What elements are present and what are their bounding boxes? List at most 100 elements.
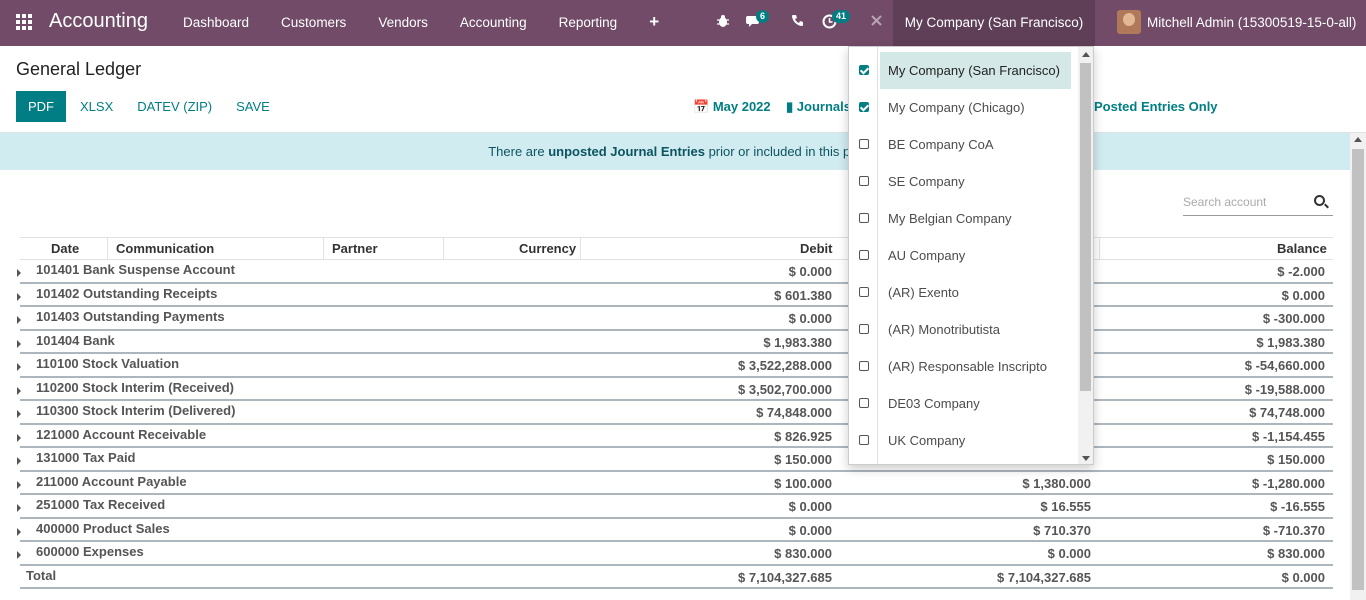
journals-filter[interactable]: ▮ Journals (786, 99, 851, 115)
account-name[interactable]: 251000 Tax Received (36, 497, 166, 512)
search-input[interactable] (1183, 195, 1303, 209)
scroll-thumb[interactable] (1080, 63, 1091, 391)
company-option-label[interactable]: My Company (San Francisco) (880, 52, 1071, 89)
checkbox-icon[interactable] (859, 435, 869, 445)
bug-icon[interactable] (716, 14, 730, 31)
checkbox-icon[interactable] (859, 176, 869, 186)
account-name[interactable]: 101403 Outstanding Payments (36, 309, 225, 324)
table-row[interactable]: 211000 Account Payable $ 100.000 $ 1,380.0… (17, 472, 1333, 495)
scroll-thumb[interactable] (1352, 149, 1364, 590)
company-option-label[interactable]: DE03 Company (888, 396, 980, 411)
menu-accounting[interactable]: Accounting (459, 15, 527, 30)
checkbox-icon[interactable] (859, 398, 869, 408)
add-menu-icon[interactable]: + (649, 12, 660, 31)
company-option[interactable]: (AR) Exento (849, 274, 1078, 311)
table-row[interactable]: 110200 Stock Interim (Received) $ 3,502,7… (17, 378, 1333, 401)
save-button[interactable]: SAVE (236, 99, 270, 114)
menu-vendors[interactable]: Vendors (378, 15, 428, 30)
table-row[interactable]: 121000 Account Receivable $ 826.925 $ -1,1… (17, 425, 1333, 448)
expand-caret-icon[interactable] (17, 316, 21, 324)
table-row[interactable]: 101404 Bank $ 1,983.380 $ 1,983.380 (17, 331, 1333, 354)
date-filter[interactable]: 📅 May 2022 (693, 99, 771, 115)
close-icon[interactable] (870, 14, 883, 30)
expand-caret-icon[interactable] (17, 410, 21, 418)
xlsx-button[interactable]: XLSX (80, 99, 114, 114)
search-icon[interactable] (1314, 195, 1325, 206)
account-name[interactable]: 400000 Product Sales (36, 520, 170, 536)
table-row[interactable]: 131000 Tax Paid $ 150.000 $ 150.000 (17, 448, 1333, 472)
posted-entries-filter[interactable]: Posted Entries Only (1094, 99, 1218, 114)
account-name[interactable]: 600000 Expenses (36, 544, 144, 559)
company-option[interactable]: My Belgian Company (849, 200, 1078, 237)
apps-menu-icon[interactable] (16, 14, 34, 32)
company-option-label[interactable]: (AR) Responsable Inscripto (888, 359, 1047, 374)
scroll-up-icon[interactable] (1354, 137, 1362, 142)
account-name[interactable]: 110300 Stock Interim (Delivered) (36, 403, 236, 418)
company-option[interactable]: My Company (Chicago) (849, 89, 1078, 126)
scroll-up-icon[interactable] (1082, 52, 1090, 57)
checkbox-icon[interactable] (859, 213, 869, 223)
account-name[interactable]: 101404 Bank (36, 332, 115, 348)
user-menu[interactable]: Mitchell Admin (15300519-15-0-all) (1117, 10, 1356, 34)
checkbox-icon[interactable] (859, 139, 869, 149)
table-row[interactable]: 400000 Product Sales $ 0.000 $ 710.370 $ -7… (17, 519, 1333, 542)
checkbox-icon[interactable] (859, 287, 869, 297)
menu-reporting[interactable]: Reporting (558, 15, 618, 30)
account-name[interactable]: 211000 Account Payable (36, 473, 187, 489)
account-name[interactable]: 131000 Tax Paid (36, 450, 136, 465)
table-row[interactable]: 251000 Tax Received $ 0.000 $ 16.555 $ -16.… (17, 495, 1333, 519)
pdf-button[interactable]: PDF (16, 91, 66, 122)
company-option[interactable]: AU Company (849, 237, 1078, 274)
account-name[interactable]: 121000 Account Receivable (36, 426, 207, 442)
company-option-label[interactable]: SE Company (888, 174, 965, 189)
expand-caret-icon[interactable] (17, 551, 21, 559)
menu-dashboard[interactable]: Dashboard (183, 15, 250, 30)
table-row[interactable]: 101401 Bank Suspense Account $ 0.000 $ -2.… (17, 260, 1333, 284)
dropdown-scrollbar[interactable] (1078, 47, 1093, 464)
company-option-label[interactable]: (AR) Exento (888, 285, 959, 300)
checkbox-icon[interactable] (859, 65, 869, 75)
expand-caret-icon[interactable] (17, 292, 21, 301)
scroll-down-icon[interactable] (1082, 456, 1090, 461)
page-scrollbar[interactable] (1350, 133, 1366, 600)
expand-caret-icon[interactable] (17, 363, 21, 371)
app-brand[interactable]: Accounting (49, 10, 148, 32)
expand-caret-icon[interactable] (17, 504, 21, 512)
checkbox-icon[interactable] (859, 250, 869, 260)
expand-caret-icon[interactable] (17, 433, 21, 442)
account-name[interactable]: 110100 Stock Valuation (36, 356, 180, 371)
company-option-label[interactable]: UK Company (888, 433, 966, 448)
company-option-label[interactable]: AU Company (888, 248, 966, 263)
expand-caret-icon[interactable] (17, 480, 21, 489)
clock-icon[interactable]: 41 (822, 10, 851, 32)
account-name[interactable]: 101402 Outstanding Receipts (36, 285, 218, 301)
company-option[interactable]: DE03 Company (849, 385, 1078, 422)
company-option[interactable]: (AR) Monotributista (849, 311, 1078, 348)
expand-caret-icon[interactable] (17, 527, 21, 536)
expand-caret-icon[interactable] (17, 457, 21, 465)
chat-icon[interactable]: 6 (746, 10, 770, 31)
expand-caret-icon[interactable] (17, 269, 21, 277)
company-switcher[interactable]: My Company (San Francisco) (893, 0, 1095, 46)
company-option[interactable]: SE Company (849, 163, 1078, 200)
expand-caret-icon[interactable] (17, 386, 21, 395)
table-row[interactable]: 600000 Expenses $ 830.000 $ 0.000 $ 830.000 (17, 542, 1333, 566)
table-row[interactable]: 101403 Outstanding Payments $ 0.000 $ -300… (17, 307, 1333, 331)
account-name[interactable]: 110200 Stock Interim (Received) (36, 379, 234, 395)
company-option[interactable]: My Company (San Francisco) (849, 52, 1078, 89)
company-option[interactable]: UK Company (849, 422, 1078, 459)
table-row[interactable]: 101402 Outstanding Receipts $ 601.380 $ 0.… (17, 284, 1333, 307)
checkbox-icon[interactable] (859, 102, 869, 112)
expand-caret-icon[interactable] (17, 339, 21, 348)
company-option[interactable]: BE Company CoA (849, 126, 1078, 163)
checkbox-icon[interactable] (859, 361, 869, 371)
company-option-label[interactable]: My Belgian Company (888, 211, 1012, 226)
datev-zip-button[interactable]: DATEV (ZIP) (137, 99, 213, 114)
table-row[interactable]: 110300 Stock Interim (Delivered) $ 74,848… (17, 401, 1333, 425)
unposted-entries-link[interactable]: unposted Journal Entries (548, 144, 705, 159)
table-row[interactable]: 110100 Stock Valuation $ 3,522,288.000 $ -… (17, 354, 1333, 378)
phone-icon[interactable] (791, 14, 804, 30)
company-option[interactable]: (AR) Responsable Inscripto (849, 348, 1078, 385)
company-option-label[interactable]: (AR) Monotributista (888, 322, 1000, 337)
company-option-label[interactable]: My Company (Chicago) (888, 100, 1025, 115)
